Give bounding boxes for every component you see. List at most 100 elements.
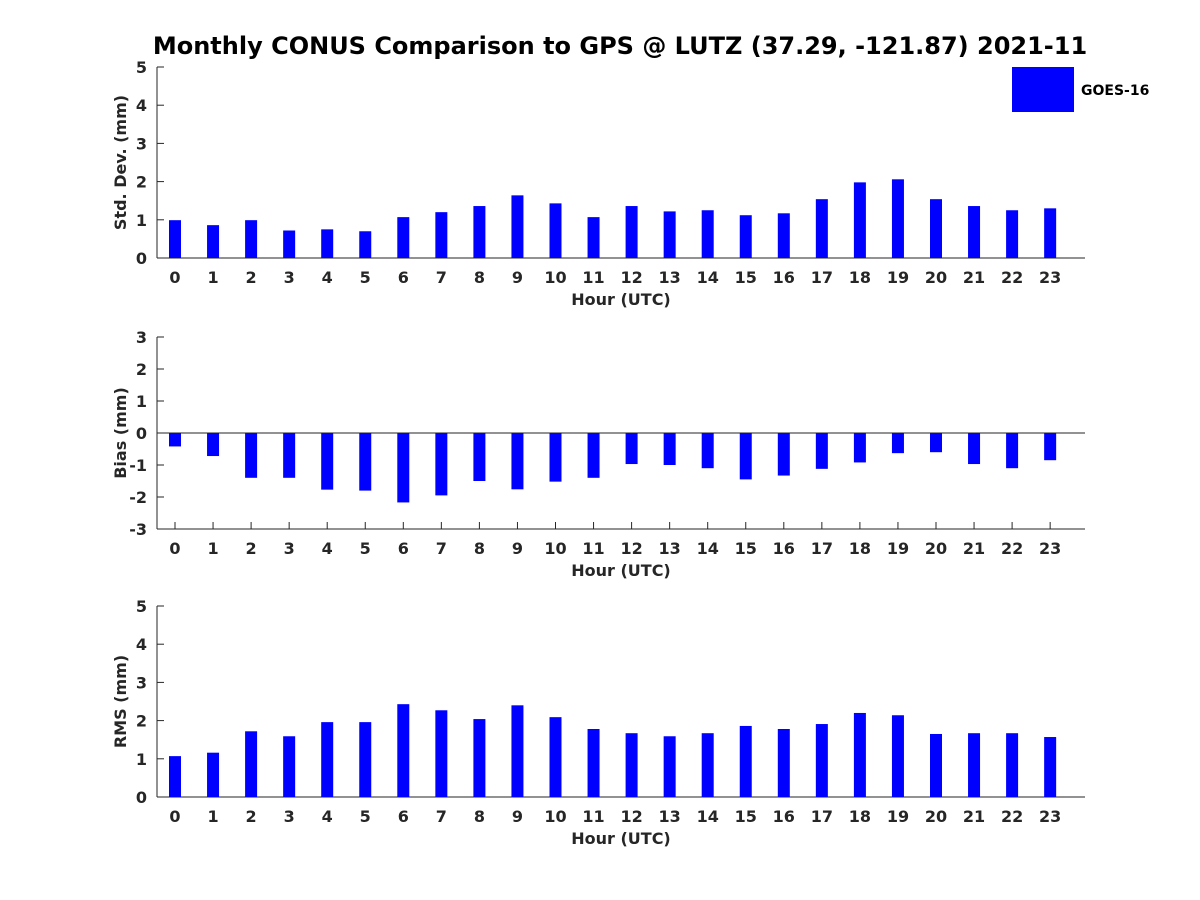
stddev-bar-hour-8: [473, 206, 486, 258]
stddev-x-tick-label: 10: [544, 268, 566, 287]
rms-bar-hour-3: [283, 736, 296, 797]
bias-bar-hour-12: [625, 433, 638, 465]
bias-x-tick-label: 9: [512, 539, 523, 558]
stddev-bar-hour-7: [435, 212, 448, 258]
bias-x-tick-label: 11: [582, 539, 604, 558]
rms-x-tick-label: 12: [620, 807, 642, 826]
bias-y-tick-label: -2: [129, 488, 147, 507]
legend-label: GOES-16: [1081, 83, 1149, 99]
rms-bar-hour-19: [891, 715, 904, 797]
bias-x-tick-label: 4: [322, 539, 333, 558]
stddev-x-axis-label: Hour (UTC): [571, 290, 671, 309]
stddev-x-tick-label: 1: [207, 268, 218, 287]
rms-x-tick-label: 23: [1039, 807, 1061, 826]
bias-x-tick-label: 22: [1001, 539, 1023, 558]
stddev-bar-hour-13: [663, 211, 676, 258]
stddev-bar-hour-11: [587, 217, 600, 258]
bias-x-tick-label: 12: [620, 539, 642, 558]
stddev-bar-hour-2: [245, 220, 258, 258]
stddev-x-tick-label: 11: [582, 268, 604, 287]
bias-y-axis-label: Bias (mm): [111, 387, 130, 479]
rms-bar-hour-15: [739, 725, 752, 797]
rms-bar-hour-22: [1006, 733, 1019, 797]
stddev-bar-hour-20: [930, 199, 942, 258]
rms-bar-hour-14: [701, 733, 714, 797]
rms-x-tick-label: 7: [436, 807, 447, 826]
bias-bar-hour-4: [321, 433, 334, 490]
bias-bar-hour-16: [777, 433, 790, 476]
bias-x-tick-label: 8: [474, 539, 485, 558]
bias-bar-hour-20: [930, 433, 942, 453]
rms-bar-hour-13: [663, 736, 676, 797]
rms-bar-hour-23: [1044, 737, 1057, 797]
bias-bar-hour-13: [663, 433, 676, 465]
stddev-y-tick-label: 4: [136, 96, 147, 115]
rms-bar-hour-7: [435, 710, 448, 797]
bias-bar-hour-19: [891, 433, 904, 454]
rms-y-tick-label: 0: [136, 788, 147, 807]
stddev-x-tick-label: 4: [322, 268, 333, 287]
rms-bar-hour-5: [359, 722, 372, 797]
bias-bar-hour-7: [435, 433, 448, 496]
bias-x-tick-label: 5: [360, 539, 371, 558]
rms-x-tick-label: 21: [963, 807, 985, 826]
bias-bar-hour-9: [511, 433, 524, 490]
bias-bar-hour-8: [473, 433, 486, 481]
stddev-x-tick-label: 9: [512, 268, 523, 287]
bias-bar-hour-22: [1006, 433, 1019, 469]
rms-x-tick-label: 9: [512, 807, 523, 826]
rms-y-tick-label: 3: [136, 673, 147, 692]
bias-y-tick-label: 0: [136, 424, 147, 443]
stddev-x-tick-label: 5: [360, 268, 371, 287]
bias-x-tick-label: 15: [735, 539, 757, 558]
rms-y-tick-label: 1: [136, 750, 147, 769]
rms-bar-hour-9: [511, 705, 524, 797]
stddev-y-tick-label: 2: [136, 173, 147, 192]
rms-bar-hour-21: [968, 733, 981, 797]
stddev-bar-hour-14: [701, 210, 714, 258]
stddev-y-tick-label: 0: [136, 249, 147, 268]
stddev-x-tick-label: 16: [773, 268, 795, 287]
bias-x-tick-label: 10: [544, 539, 566, 558]
stddev-bar-hour-10: [549, 203, 562, 258]
bias-x-tick-label: 13: [659, 539, 681, 558]
rms-bar-hour-8: [473, 719, 486, 797]
rms-x-tick-label: 5: [360, 807, 371, 826]
rms-bar-hour-11: [587, 729, 600, 797]
bias-bar-hour-15: [739, 433, 752, 480]
legend: GOES-16: [1012, 67, 1149, 112]
rms-bar-hour-12: [625, 733, 638, 797]
rms-x-tick-label: 8: [474, 807, 485, 826]
stddev-bar-hour-15: [739, 215, 752, 258]
bias-y-tick-label: 1: [136, 392, 147, 411]
rms-x-tick-label: 15: [735, 807, 757, 826]
stddev-bar-hour-18: [853, 182, 866, 258]
stddev-x-tick-label: 0: [169, 268, 180, 287]
stddev-y-tick-label: 5: [136, 58, 147, 77]
stddev-bar-hour-17: [815, 199, 828, 258]
rms-y-tick-label: 5: [136, 597, 147, 616]
rms-x-tick-label: 13: [659, 807, 681, 826]
bias-y-tick-label: -1: [129, 456, 147, 475]
stddev-bar-hour-4: [321, 229, 334, 258]
bias-bar-hour-21: [968, 433, 981, 465]
rms-x-tick-label: 19: [887, 807, 909, 826]
stddev-bar-hour-6: [397, 217, 410, 258]
bias-x-tick-label: 21: [963, 539, 985, 558]
bias-bar-hour-6: [397, 433, 410, 503]
rms-bar-hour-10: [549, 717, 562, 797]
stddev-x-tick-label: 6: [398, 268, 409, 287]
stddev-bar-hour-21: [968, 206, 981, 258]
legend-swatch: [1012, 67, 1074, 112]
rms-x-tick-label: 1: [207, 807, 218, 826]
rms-bar-hour-20: [930, 733, 942, 797]
bias-bar-hour-17: [815, 433, 828, 469]
bias-bar-hour-3: [283, 433, 296, 478]
bias-bar-hour-1: [207, 433, 220, 457]
stddev-bar-hour-19: [891, 179, 904, 258]
rms-x-tick-label: 17: [811, 807, 833, 826]
bias-bar-hour-23: [1044, 433, 1057, 461]
bias-x-tick-label: 19: [887, 539, 909, 558]
rms-y-axis-label: RMS (mm): [111, 655, 130, 748]
